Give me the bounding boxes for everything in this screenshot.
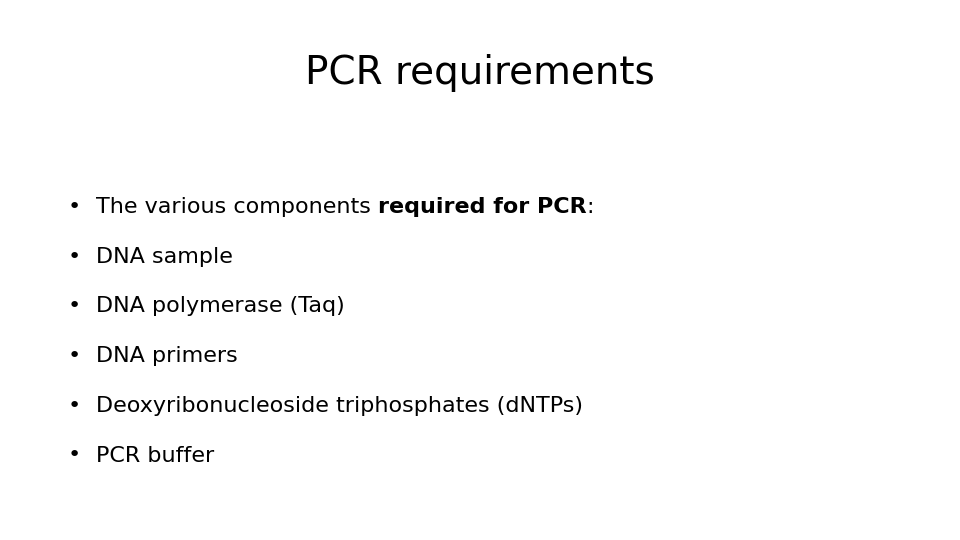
Text: :: :	[587, 197, 594, 217]
Text: The various components: The various components	[96, 197, 378, 217]
Text: Deoxyribonucleoside triphosphates (dNTPs): Deoxyribonucleoside triphosphates (dNTPs…	[96, 396, 583, 416]
Text: •: •	[67, 396, 81, 416]
Text: DNA primers: DNA primers	[96, 346, 238, 366]
Text: PCR requirements: PCR requirements	[305, 54, 655, 92]
Text: •: •	[67, 346, 81, 366]
Text: required for: required for	[378, 197, 537, 217]
Text: •: •	[67, 446, 81, 465]
Text: PCR buffer: PCR buffer	[96, 446, 214, 465]
Text: •: •	[67, 296, 81, 316]
Text: DNA polymerase (Taq): DNA polymerase (Taq)	[96, 296, 345, 316]
Text: •: •	[67, 247, 81, 267]
Text: •: •	[67, 197, 81, 217]
Text: DNA sample: DNA sample	[96, 247, 233, 267]
Text: PCR: PCR	[537, 197, 587, 217]
